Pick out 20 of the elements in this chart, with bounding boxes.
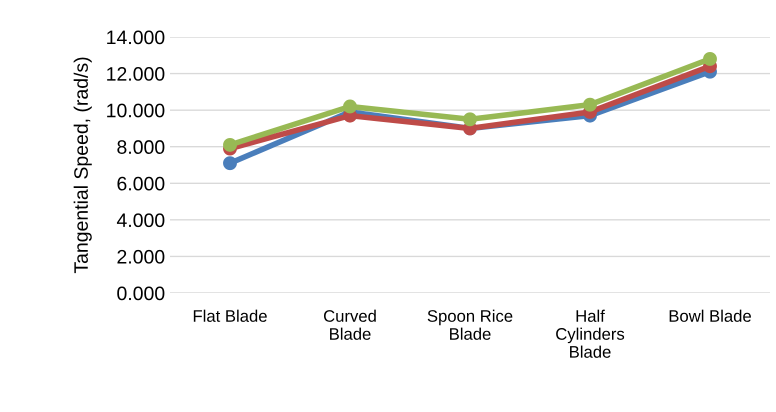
y-tick-label: 10.000 (107, 104, 164, 118)
y-tick-label: 6.000 (117, 176, 164, 191)
x-tick-label: Flat Blade (194, 310, 267, 322)
point (343, 100, 357, 114)
y-tick-label: 2.000 (117, 250, 164, 264)
point (703, 52, 717, 66)
point (583, 98, 597, 112)
y-tick-label: 14.000 (107, 30, 164, 44)
x-tick-label: Bowl Blade (670, 310, 751, 322)
y-tick-label: 0.000 (117, 286, 164, 300)
x-tick-label: Spoon Rice Blade (428, 310, 512, 340)
point (463, 112, 477, 126)
y-axis-title: Tangential Speed, (rad/s) (74, 58, 92, 274)
x-tick-label: Curved Blade (324, 310, 376, 340)
y-tick-label: 8.000 (117, 140, 164, 154)
point (223, 138, 237, 152)
x-tick-label: Half Cylinders Blade (556, 310, 624, 358)
y-tick-label: 4.000 (116, 213, 164, 228)
y-tick-label: 12.000 (107, 67, 164, 81)
point (223, 156, 237, 170)
